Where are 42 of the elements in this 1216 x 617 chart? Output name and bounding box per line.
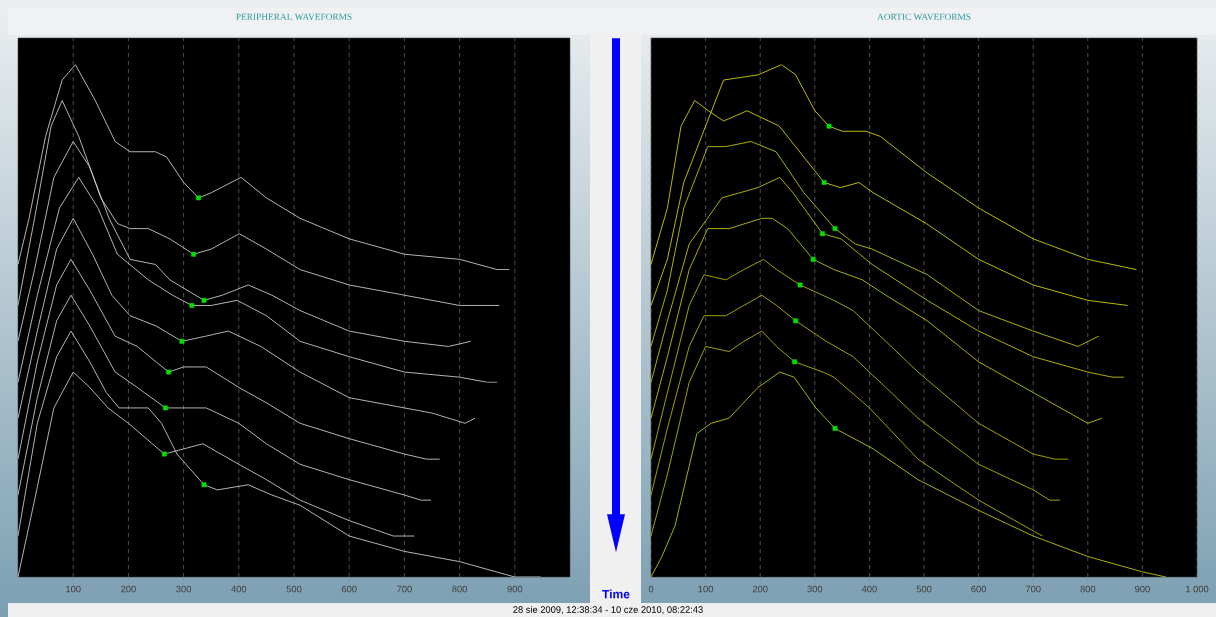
x-tick-label: 1 000	[1186, 585, 1209, 593]
x-tick-label: 0	[648, 585, 654, 593]
point	[793, 318, 799, 324]
point	[797, 282, 803, 288]
chart-title: AORTIC WAVEFORMS	[877, 13, 971, 20]
x-tick-label: 700	[397, 585, 412, 593]
x-tick-label: 900	[1135, 585, 1150, 593]
x-tick-label: 900	[507, 585, 523, 593]
point	[820, 231, 825, 237]
x-tick-label: 300	[176, 585, 192, 593]
point	[821, 180, 827, 185]
point	[191, 251, 196, 257]
text: 28 sie 2009, 12:38:34 - 10 cze 2010, 08:22:43	[513, 606, 703, 614]
x-tick-label: 400	[231, 585, 247, 593]
point	[810, 256, 816, 262]
x-tick-label: 400	[861, 585, 877, 593]
x-tick-label: 500	[286, 585, 302, 593]
x-tick-label: 600	[341, 585, 357, 593]
x-tick-label: 300	[807, 585, 823, 593]
point	[179, 338, 185, 344]
point	[201, 482, 207, 488]
point	[161, 451, 167, 457]
x-tick-label: 700	[1025, 585, 1041, 593]
x-tick-label: 800	[1080, 585, 1096, 593]
x-tick-label: 100	[66, 585, 81, 593]
chart-title: PERIPHERAL WAVEFORMS	[236, 13, 352, 20]
text: Time	[602, 589, 630, 599]
x-tick-label: 100	[698, 585, 714, 593]
x-tick-label: 800	[452, 585, 468, 593]
x-tick-label: 200	[752, 585, 768, 593]
point	[189, 303, 195, 308]
point	[162, 405, 168, 411]
point	[792, 359, 798, 365]
point	[201, 297, 207, 303]
point	[166, 369, 172, 375]
x-tick-label: 500	[916, 585, 932, 593]
point	[196, 195, 201, 201]
point	[826, 123, 832, 129]
x-tick-label: 200	[121, 585, 136, 593]
point	[832, 426, 838, 431]
point	[832, 226, 838, 231]
x-tick-label: 600	[971, 585, 987, 593]
